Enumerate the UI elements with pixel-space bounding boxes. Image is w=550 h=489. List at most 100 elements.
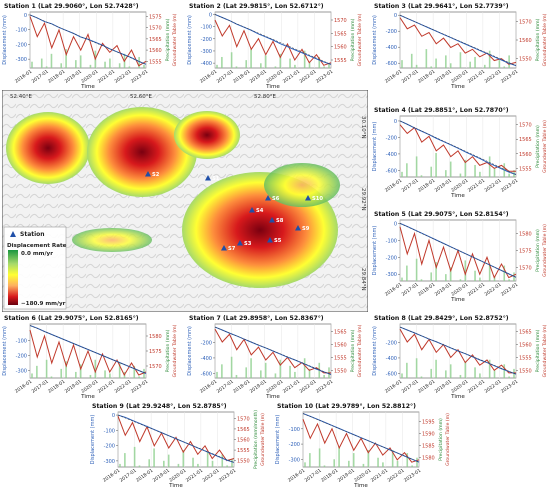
- displacement-line: [29, 325, 147, 374]
- x-tick-label: 2020-01: [168, 468, 187, 484]
- legend-min-label: −180.9 mm/yr: [21, 301, 66, 307]
- y-axis-label: Displacement (mm): [2, 15, 8, 65]
- plot-area: [117, 411, 235, 468]
- precipitation-bar: [124, 453, 126, 467]
- x-tick-label: 2016-01: [384, 178, 403, 194]
- y-tick-label: -200: [201, 341, 212, 347]
- precipitation-bar: [328, 63, 330, 68]
- x-axis-label: Time: [80, 394, 95, 400]
- y2-tick-label: 1555: [519, 166, 532, 172]
- x-tick-label: 2023-01: [315, 379, 334, 395]
- precipitation-bar: [474, 56, 476, 68]
- x-tick-label: 2016-01: [287, 468, 306, 484]
- y2-tick-label: 1570: [334, 18, 347, 24]
- precipitation-bar: [50, 376, 53, 378]
- precipitation-bar: [197, 463, 199, 467]
- y-right1-label: Precipitation (mm/month): [253, 410, 259, 469]
- precipitation-bar: [493, 370, 496, 378]
- groundwater-line: [29, 329, 147, 377]
- precipitation-bar: [401, 60, 403, 68]
- plot-area: [399, 11, 517, 69]
- precipitation-bar: [396, 460, 399, 467]
- x-axis-label: Time: [265, 394, 280, 400]
- y-tick-label: -400: [201, 61, 212, 67]
- precipitation-bar: [138, 56, 140, 68]
- precipitation-bar: [498, 60, 501, 68]
- y-tick-label: -200: [104, 444, 115, 450]
- x-tick-label: 2019-01: [249, 379, 268, 395]
- x-tick-label: 2021-01: [467, 379, 486, 395]
- y-right1-label: Precipitation (mm): [165, 18, 171, 61]
- chart-title: Station 6 (Lat 29.9075°, Lon 52.8165°): [4, 314, 139, 322]
- zone-north: [174, 111, 240, 159]
- precipitation-bar: [449, 267, 452, 281]
- chart-station-2: Station 2 (Lat 29.9815°, Lon 52.6712°) 0 -…: [185, 0, 365, 90]
- precipitation-bar: [109, 373, 111, 378]
- y-axis-label: Displacement (mm): [90, 415, 96, 465]
- precipitation-bar: [289, 365, 291, 378]
- precipitation-bar: [420, 279, 423, 281]
- precipitation-bar: [503, 265, 506, 281]
- y-tick-label: -200: [16, 354, 27, 360]
- station-label-5: S5: [274, 238, 282, 244]
- x-tick-label: 2017-01: [401, 379, 420, 395]
- x-tick-label: 2023-01: [403, 468, 422, 484]
- x-tick-label: 2020-01: [265, 69, 284, 85]
- precipitation-bar: [245, 60, 248, 68]
- y-tick-label: 0: [394, 13, 397, 19]
- station-marker-4: [249, 207, 255, 213]
- station-markers: S1 S2 S3 S4 S5 S6 S7 S8 S9 S10: [145, 171, 323, 252]
- precipitation-bar: [323, 66, 325, 68]
- y-tick-label: -100: [16, 28, 27, 34]
- precipitation-bar: [79, 364, 82, 378]
- precipitation-bar: [362, 463, 365, 467]
- precipitation-bar: [104, 370, 106, 378]
- precipitation-bar: [231, 459, 233, 467]
- precipitation-bar: [308, 368, 311, 378]
- y2-tick-label: 1585: [422, 443, 435, 449]
- precipitation-bar: [128, 66, 131, 68]
- y2-tick-label: 1565: [237, 427, 250, 433]
- precipitation-bar: [60, 368, 63, 378]
- precipitation-bar: [303, 50, 306, 68]
- y2-tick-label: 1565: [519, 137, 532, 143]
- station-marker-10: [305, 195, 311, 201]
- chart-title: Station 9 (Lat 29.9248°, Lon 52.8785°): [92, 402, 227, 410]
- station-label-2: S2: [152, 172, 160, 178]
- station-marker-3: [237, 240, 243, 246]
- y2-tick-label: 1570: [149, 26, 162, 32]
- x-tick-label: 2018-01: [320, 468, 339, 484]
- station-label-8: S8: [276, 218, 284, 224]
- precipitation-bar: [406, 362, 408, 378]
- x-axis-label: Time: [450, 394, 465, 400]
- y2-tick-label: 1550: [237, 459, 250, 465]
- y-axis-label: Displacement (mm): [372, 122, 378, 172]
- legend-title: Displacement Rate: [7, 243, 67, 249]
- y-tick-label: -100: [104, 428, 115, 434]
- x-tick-label: 2020-01: [353, 468, 372, 484]
- precipitation-bar: [304, 462, 306, 467]
- precipitation-bar: [274, 66, 277, 68]
- zone-southwest: [72, 228, 152, 252]
- x-tick-label: 2016-01: [102, 468, 121, 484]
- x-tick-label: 2018-01: [232, 69, 251, 85]
- x-tick-label: 2018-01: [232, 379, 251, 395]
- x-tick-label: 2023-01: [500, 178, 519, 194]
- x-tick-label: 2016-01: [14, 379, 33, 395]
- x-tick-label: 2016-01: [199, 69, 218, 85]
- precipitation-bar: [118, 362, 121, 378]
- precipitation-bar: [435, 359, 437, 378]
- precipitation-bar: [391, 449, 394, 467]
- precipitation-bar: [192, 457, 194, 467]
- y2-tick-label: 1560: [519, 152, 532, 158]
- y-axis-label: Displacement (mm): [2, 326, 8, 376]
- zone-northeast: [264, 163, 340, 207]
- trend-line: [399, 120, 517, 175]
- precipitation-bar: [493, 168, 496, 177]
- y-tick-label: -300: [201, 49, 212, 55]
- precipitation-bar: [318, 56, 321, 68]
- x-tick-label: 2017-01: [119, 468, 138, 484]
- x-tick-label: 2022-01: [483, 69, 502, 85]
- plot-area: [29, 11, 147, 69]
- precipitation-bar: [445, 55, 447, 68]
